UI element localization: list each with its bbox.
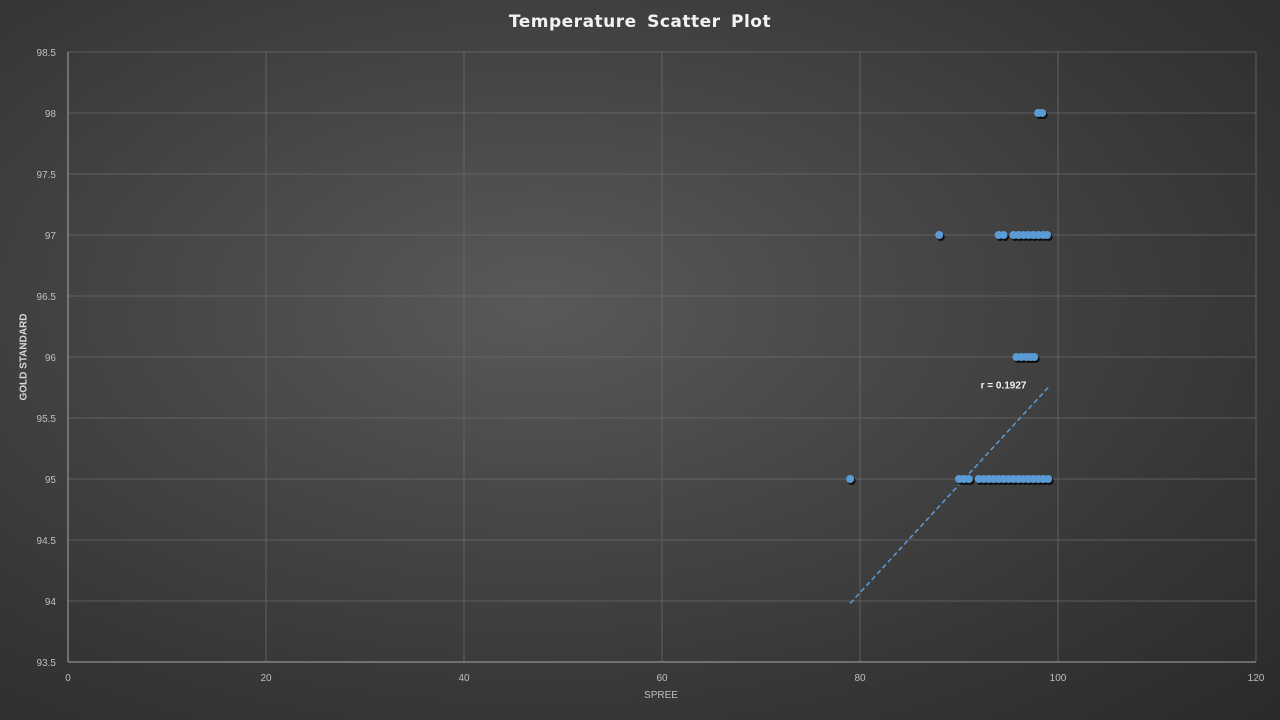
x-tick-label: 20 bbox=[260, 673, 272, 684]
x-tick-label: 40 bbox=[458, 673, 470, 684]
x-tick-label: 120 bbox=[1248, 673, 1265, 684]
y-tick-label: 95 bbox=[45, 475, 57, 486]
y-tick-label: 96 bbox=[45, 353, 57, 364]
data-point bbox=[1044, 475, 1053, 483]
x-tick-label: 80 bbox=[854, 673, 866, 684]
correlation-annotation: r = 0.1927 bbox=[981, 381, 1027, 392]
x-tick-label: 100 bbox=[1050, 673, 1067, 684]
x-axis-label: SPREE bbox=[644, 690, 678, 701]
trendline bbox=[849, 386, 1049, 604]
data-point bbox=[964, 475, 973, 483]
y-tick-label: 94 bbox=[45, 597, 57, 608]
data-point bbox=[1038, 109, 1047, 117]
y-tick-label: 95.5 bbox=[37, 414, 57, 425]
data-point bbox=[935, 231, 944, 239]
data-point bbox=[1030, 353, 1039, 361]
chart-title: Temperature Scatter Plot bbox=[508, 12, 772, 32]
y-tick-label: 98 bbox=[45, 109, 57, 120]
data-point bbox=[846, 475, 855, 483]
y-tick-label: 96.5 bbox=[37, 292, 57, 303]
y-tick-label: 94.5 bbox=[37, 536, 57, 547]
y-tick-label: 93.5 bbox=[37, 658, 57, 669]
x-tick-label: 60 bbox=[656, 673, 668, 684]
y-axis-label: GOLD STANDARD bbox=[18, 313, 30, 401]
data-point bbox=[1043, 231, 1052, 239]
y-tick-label: 98.5 bbox=[37, 48, 57, 59]
y-tick-label: 97 bbox=[45, 231, 57, 242]
x-tick-label: 0 bbox=[65, 673, 71, 684]
data-point bbox=[999, 231, 1008, 239]
y-tick-label: 97.5 bbox=[37, 170, 57, 181]
